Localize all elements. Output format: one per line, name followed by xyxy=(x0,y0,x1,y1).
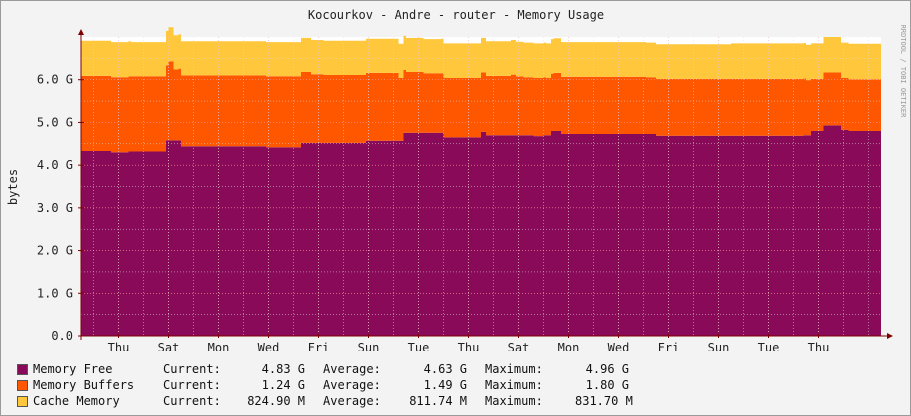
legend-current-value: 4.83 G xyxy=(261,362,305,376)
x-tick-labels: Thu Sat Mon Wed Fri Sun Tue Thu Sat Mon Wed Fri Sun T… xyxy=(108,341,830,355)
x-tick-label: Wed xyxy=(608,341,630,351)
x-axis-arrow xyxy=(887,333,893,339)
x-tick-label: Fri xyxy=(658,341,680,351)
legend-current-value: 1.24 G xyxy=(261,378,305,392)
legend-swatch-memory-free xyxy=(17,363,28,375)
axes xyxy=(78,29,893,340)
y-axis-arrow xyxy=(78,29,84,35)
legend-swatch-cache-memory xyxy=(17,395,28,407)
legend-series-name: Cache Memory xyxy=(33,394,120,408)
area-cache-memory xyxy=(81,27,881,81)
x-tick-label: Mon xyxy=(208,341,230,351)
y-tick-label: 5.0 G xyxy=(37,115,73,129)
area-memory-free xyxy=(81,125,881,337)
area-memory-buffers xyxy=(81,61,881,153)
legend-average-value: 4.63 G xyxy=(423,362,467,376)
x-tick-label: Thu xyxy=(458,341,480,351)
y-tick-label: 0.0 xyxy=(51,329,73,343)
legend-row-memory-free: Memory Free Current: 4.83 G Average: 4.6… xyxy=(17,361,629,377)
legend-maximum-label: Maximum: xyxy=(485,362,543,376)
legend-maximum-value: 831.70 M xyxy=(575,394,633,408)
y-tick-label: 3.0 G xyxy=(37,201,73,215)
legend-maximum-label: Maximum: xyxy=(485,394,543,408)
legend-row-memory-buffers: Memory Buffers Current: 1.24 G Average: … xyxy=(17,377,629,393)
grid-lines xyxy=(81,37,881,336)
y-tick-label: 4.0 G xyxy=(37,158,73,172)
series-areas xyxy=(81,27,881,337)
legend-average-value: 811.74 M xyxy=(409,394,467,408)
x-tick-label: Wed xyxy=(258,341,280,351)
x-tick-label: Thu xyxy=(808,341,830,351)
legend-average-label: Average: xyxy=(323,394,381,408)
x-tick-label: Sat xyxy=(158,341,180,351)
legend-swatch-memory-buffers xyxy=(17,379,28,391)
y-axis-label: bytes xyxy=(6,169,20,205)
legend-maximum-label: Maximum: xyxy=(485,378,543,392)
y-tick-label: 2.0 G xyxy=(37,244,73,258)
legend-current-label: Current: xyxy=(163,378,221,392)
y-tick-label: 6.0 G xyxy=(37,73,73,87)
memory-usage-chart: Kocourkov - Andre - router - Memory Usag… xyxy=(6,8,907,355)
legend-maximum-value: 4.96 G xyxy=(585,362,629,376)
legend-average-label: Average: xyxy=(323,378,381,392)
legend-average-label: Average: xyxy=(323,362,381,376)
rrdtool-watermark: RRDTOOL / TOBI OETIKER xyxy=(899,25,907,119)
x-tick-label: Sat xyxy=(508,341,530,351)
legend-average-value: 1.49 G xyxy=(423,378,467,392)
x-tick-label: Thu xyxy=(108,341,130,351)
x-tick-label: Tue xyxy=(758,341,780,351)
y-tick-labels: 0.0 1.0 G 2.0 G 3.0 G 4.0 G 5.0 G 6.0 G xyxy=(37,73,73,343)
x-tick-label: Mon xyxy=(558,341,580,351)
legend-series-name: Memory Buffers xyxy=(33,378,135,392)
legend-series-name: Memory Free xyxy=(33,362,113,376)
x-tick-label: Sun xyxy=(358,341,380,351)
legend-row-cache-memory: Cache Memory Current: 824.90 M Average: … xyxy=(17,393,633,409)
x-tick-label: Fri xyxy=(308,341,330,351)
legend-current-label: Current: xyxy=(163,362,221,376)
legend-current-label: Current: xyxy=(163,394,221,408)
x-tick-label: Sun xyxy=(708,341,730,351)
legend: Memory Free Current: 4.83 G Average: 4.6… xyxy=(17,361,633,409)
chart-title: Kocourkov - Andre - router - Memory Usag… xyxy=(308,8,604,22)
legend-current-value: 824.90 M xyxy=(247,394,305,408)
y-tick-label: 1.0 G xyxy=(37,286,73,300)
legend-maximum-value: 1.80 G xyxy=(585,378,629,392)
x-tick-label: Tue xyxy=(408,341,430,351)
